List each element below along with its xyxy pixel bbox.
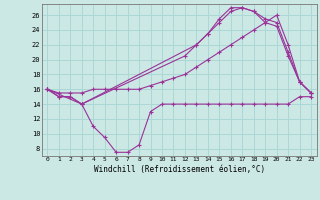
X-axis label: Windchill (Refroidissement éolien,°C): Windchill (Refroidissement éolien,°C) — [94, 165, 265, 174]
